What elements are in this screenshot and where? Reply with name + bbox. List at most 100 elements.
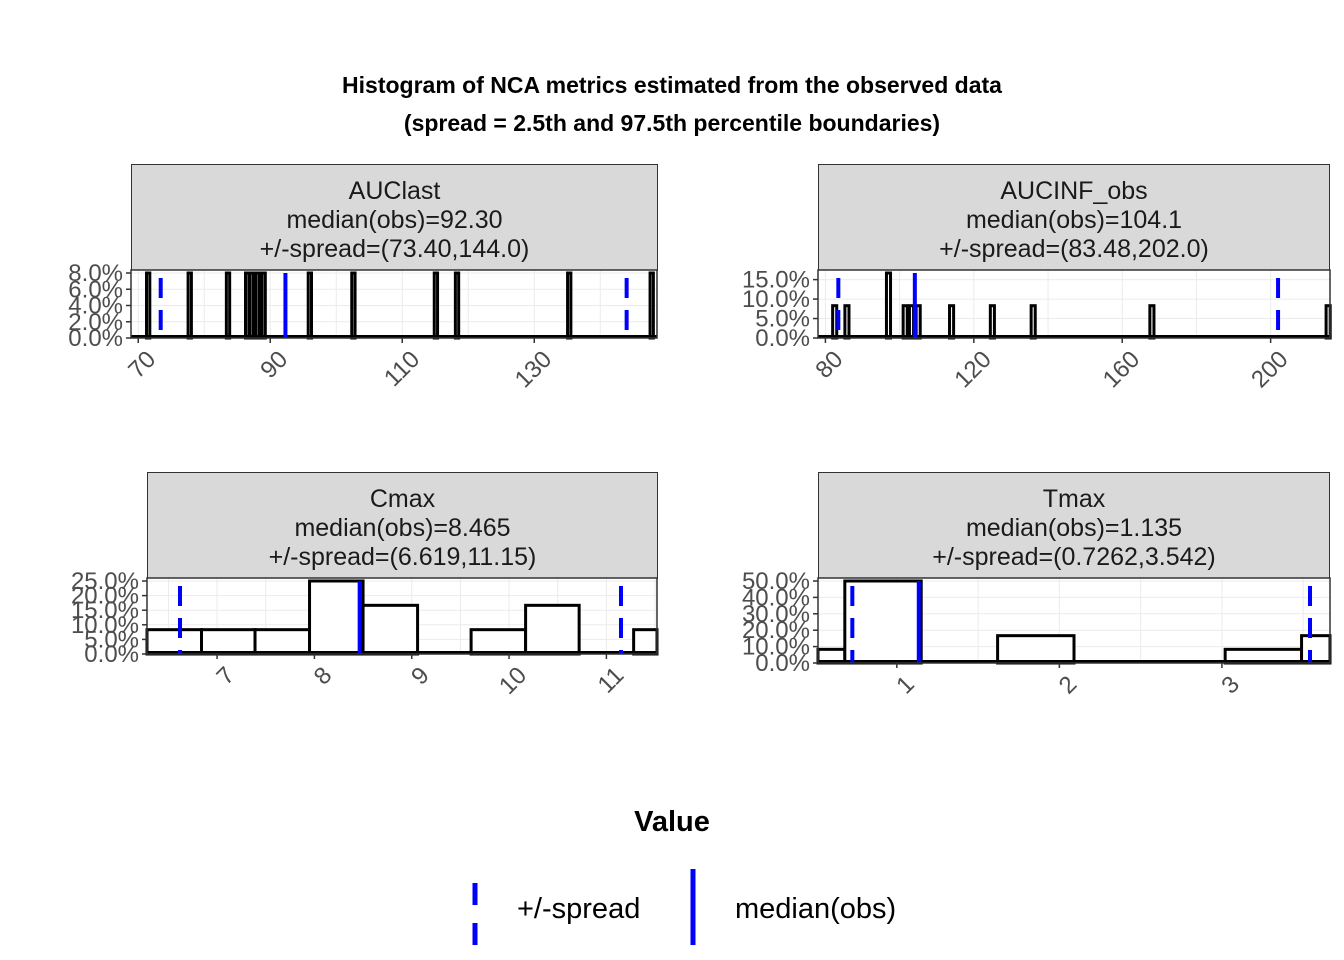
y-tick-label: 4.0%	[68, 293, 123, 320]
histogram-bar	[566, 271, 573, 340]
histogram-bar	[648, 271, 655, 340]
x-tick-label: 80	[810, 346, 848, 384]
y-tick-label: 15.0%	[71, 597, 139, 624]
legend-median-label: median(obs)	[735, 893, 897, 925]
legend-spread-key	[472, 883, 478, 945]
histogram-bar	[432, 271, 440, 340]
histogram-bar	[632, 628, 659, 656]
histogram-bar	[308, 579, 365, 656]
x-tick-label: 110	[379, 346, 425, 392]
histogram-bar	[901, 304, 909, 340]
panel-border	[130, 269, 658, 339]
histogram-bar	[254, 271, 261, 340]
histogram-bar	[843, 304, 851, 340]
histogram-bar	[260, 271, 267, 340]
x-tick-label: 1	[891, 671, 920, 700]
strip-median: median(obs)=92.30	[286, 206, 503, 234]
y-tick-label: 2.0%	[68, 309, 123, 336]
x-tick-label: 7	[212, 662, 241, 691]
histogram-bar	[350, 271, 357, 340]
strip-median: median(obs)=104.1	[965, 206, 1183, 234]
legend-spread-label: +/-spread	[517, 893, 641, 925]
y-tick-label: 6.0%	[68, 276, 123, 303]
x-tick-label: 10	[494, 662, 532, 700]
chart-subtitle: (spread = 2.5th and 97.5th percentile bo…	[403, 110, 941, 136]
x-tick-label: 11	[593, 662, 630, 699]
y-tick-label: 8.0%	[68, 260, 123, 287]
y-tick-label: 5.0%	[755, 306, 810, 333]
strip-title: AUCINF_obs	[1000, 177, 1148, 205]
x-tick-label: 160	[1098, 346, 1145, 393]
panel-border	[146, 577, 658, 655]
histogram-bar	[224, 271, 232, 340]
histogram-bar	[248, 271, 255, 340]
histogram-bar	[1029, 304, 1037, 340]
strip-spread: +/-spread=(83.48,202.0)	[939, 235, 1209, 263]
chart-title: Histogram of NCA metrics estimated from …	[342, 72, 1002, 98]
histogram-bar	[244, 271, 251, 340]
y-tick-label: 25.0%	[71, 568, 139, 595]
strip-median: median(obs)=1.135	[965, 514, 1183, 542]
histogram-bar	[988, 304, 996, 340]
y-tick-label: 10.0%	[742, 286, 810, 313]
strip-title: AUClast	[348, 177, 441, 205]
x-tick-label: 3	[1216, 671, 1245, 700]
strip-spread: +/-spread=(6.619,11.15)	[268, 543, 537, 571]
y-tick-label: 20.0%	[71, 583, 139, 610]
y-tick-label: 10.0%	[742, 634, 810, 661]
strip-spread: +/-spread=(73.40,144.0)	[259, 235, 530, 263]
strip-auclast: AUClast median(obs)=92.30 +/-spread=(73.…	[131, 164, 658, 271]
legend-median-key	[690, 869, 696, 945]
strip-median: median(obs)=8.465	[294, 514, 511, 542]
histogram-bar	[1300, 634, 1332, 665]
x-tick-label: 130	[510, 346, 557, 393]
histogram-bar	[361, 603, 420, 656]
histogram-bar	[831, 304, 839, 340]
y-tick-label: 0.0%	[84, 641, 139, 668]
legend-title: Value	[634, 806, 710, 838]
histogram-bar	[996, 634, 1076, 665]
y-tick-label: 50.0%	[742, 568, 810, 595]
panel-background	[818, 270, 1330, 338]
x-tick-label: 70	[123, 346, 161, 384]
y-tick-label: 10.0%	[71, 612, 139, 639]
y-tick-label: 0.0%	[68, 325, 123, 352]
x-tick-label: 120	[949, 346, 996, 393]
histogram-bar	[200, 628, 257, 656]
y-tick-label: 20.0%	[742, 617, 810, 644]
strip-tmax: Tmax median(obs)=1.135 +/-spread=(0.7262…	[818, 472, 1330, 579]
strip-spread: +/-spread=(0.7262,3.542)	[932, 543, 1216, 571]
x-tick-label: 200	[1246, 346, 1293, 393]
y-tick-label: 0.0%	[755, 650, 810, 677]
histogram-bar	[145, 271, 152, 340]
y-tick-label: 15.0%	[742, 267, 810, 294]
histogram-bar	[524, 603, 581, 656]
panel-border	[817, 577, 1331, 664]
y-tick-label: 30.0%	[742, 601, 810, 628]
histogram-bar	[453, 271, 461, 340]
y-tick-label: 0.0%	[755, 325, 810, 352]
histogram-bar	[253, 628, 312, 656]
histogram-bar	[948, 304, 956, 340]
histogram-bar	[145, 628, 204, 656]
panel-border	[817, 269, 1331, 339]
histogram-bar	[306, 271, 314, 340]
x-tick-label: 8	[309, 662, 338, 691]
histogram-bar	[884, 271, 893, 340]
histogram-bar	[843, 579, 923, 665]
strip-title: Tmax	[1042, 485, 1106, 513]
x-tick-label: 90	[255, 346, 293, 384]
y-tick-label: 40.0%	[742, 584, 810, 611]
x-tick-label: 2	[1054, 671, 1083, 700]
histogram-bar	[1148, 304, 1156, 340]
histogram-bar	[186, 271, 193, 340]
y-tick-label: 5.0%	[84, 626, 139, 653]
strip-title: Cmax	[369, 485, 436, 513]
strip-cmax: Cmax median(obs)=8.465 +/-spread=(6.619,…	[147, 472, 658, 579]
strip-aucinf: AUCINF_obs median(obs)=104.1 +/-spread=(…	[818, 164, 1330, 271]
x-tick-label: 9	[406, 662, 435, 691]
histogram-bar	[469, 628, 528, 656]
panel-background	[131, 270, 657, 338]
